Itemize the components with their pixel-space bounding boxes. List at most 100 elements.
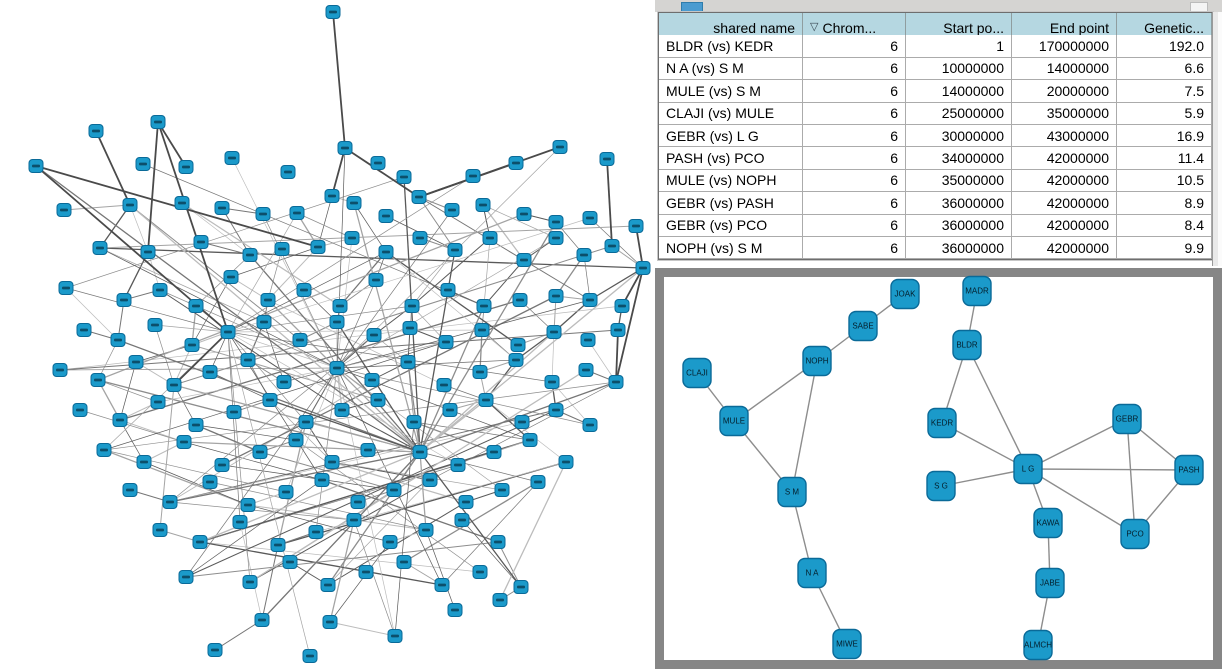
node-label: [486, 236, 494, 240]
column-header-label: Genetic...: [1144, 19, 1204, 36]
network-edge: [269, 399, 421, 453]
node-label: [218, 206, 226, 210]
value-cell[interactable]: 9.9: [1117, 236, 1212, 260]
left-network-canvas[interactable]: [0, 0, 655, 669]
node-label: [178, 201, 186, 205]
node-label: [96, 246, 104, 250]
value-cell[interactable]: 11.4: [1117, 147, 1212, 170]
network-edge: [329, 621, 396, 637]
node-label: [236, 520, 244, 524]
node-label: [312, 530, 320, 534]
value-cell[interactable]: 6: [803, 57, 906, 81]
value-cell[interactable]: 8.9: [1117, 192, 1212, 215]
network-edge: [173, 384, 421, 453]
network-edge: [551, 381, 591, 426]
shared-name-cell[interactable]: GEBR (vs) PASH: [659, 192, 803, 215]
network-edge: [154, 324, 229, 333]
node-label: [224, 330, 232, 334]
value-cell[interactable]: 6: [803, 214, 906, 237]
shared-name-cell[interactable]: GEBR (vs) L G: [659, 124, 803, 148]
value-cell[interactable]: 6: [803, 192, 906, 215]
shared-name-cell[interactable]: NOPH (vs) S M: [659, 236, 803, 260]
node-label: [382, 214, 390, 218]
value-cell[interactable]: 43000000: [1012, 124, 1117, 148]
value-cell[interactable]: 6: [803, 236, 906, 260]
network-edge: [157, 121, 229, 333]
value-cell[interactable]: 1: [906, 35, 1012, 58]
node-label: [170, 383, 178, 387]
node-label: [32, 164, 40, 168]
value-cell[interactable]: 34000000: [906, 147, 1012, 170]
network-edge: [214, 619, 263, 651]
value-cell[interactable]: 16.9: [1117, 124, 1212, 148]
node-label: [244, 503, 252, 507]
shared-name-cell[interactable]: BLDR (vs) KEDR: [659, 35, 803, 58]
value-cell[interactable]: 42000000: [1012, 236, 1117, 260]
value-cell[interactable]: 42000000: [1012, 147, 1117, 170]
value-cell[interactable]: 20000000: [1012, 80, 1117, 103]
filtered-network-panel: [655, 268, 1222, 669]
value-cell[interactable]: 42000000: [1012, 192, 1117, 215]
shared-name-cell[interactable]: MULE (vs) S M: [659, 80, 803, 103]
value-cell[interactable]: 25000000: [906, 102, 1012, 125]
value-cell[interactable]: 14000000: [906, 80, 1012, 103]
filter-icon[interactable]: ▽: [810, 21, 819, 33]
value-cell[interactable]: 5.9: [1117, 102, 1212, 125]
node-label: [166, 500, 174, 504]
node-label: [306, 654, 314, 658]
value-cell[interactable]: 42000000: [1012, 214, 1117, 237]
node-label: [612, 380, 620, 384]
network-edge: [99, 225, 637, 249]
network-edge: [403, 481, 539, 563]
value-cell[interactable]: 6.6: [1117, 57, 1212, 81]
node-label: [256, 450, 264, 454]
node-label: [478, 328, 486, 332]
node-label: [154, 400, 162, 404]
network-edge: [169, 451, 421, 503]
node-label: [348, 236, 356, 240]
shared-name-cell[interactable]: MULE (vs) NOPH: [659, 169, 803, 193]
node-label: [410, 420, 418, 424]
value-cell[interactable]: 35000000: [1012, 102, 1117, 125]
value-cell[interactable]: 10000000: [906, 57, 1012, 81]
table-vertical-scrollbar[interactable]: [1212, 12, 1219, 266]
value-cell[interactable]: 6: [803, 169, 906, 193]
value-cell[interactable]: 36000000: [906, 236, 1012, 260]
network-edge: [295, 367, 338, 441]
node-label: [354, 500, 362, 504]
network-edge: [129, 204, 149, 253]
value-cell[interactable]: 10.5: [1117, 169, 1212, 193]
node-label: [404, 360, 412, 364]
shared-name-cell[interactable]: GEBR (vs) PCO: [659, 214, 803, 237]
value-cell[interactable]: 35000000: [906, 169, 1012, 193]
node-label: [94, 378, 102, 382]
value-cell[interactable]: 170000000: [1012, 35, 1117, 58]
node-label: [584, 338, 592, 342]
network-edge: [418, 196, 456, 251]
value-cell[interactable]: 6: [803, 35, 906, 58]
shared-name-cell[interactable]: PASH (vs) PCO: [659, 147, 803, 170]
value-cell[interactable]: 36000000: [906, 192, 1012, 215]
node-label: [426, 478, 434, 482]
shared-name-cell[interactable]: N A (vs) S M: [659, 57, 803, 81]
value-cell[interactable]: 6: [803, 124, 906, 148]
value-cell[interactable]: 192.0: [1117, 35, 1212, 58]
node-label: [56, 368, 64, 372]
value-cell[interactable]: 30000000: [906, 124, 1012, 148]
value-cell[interactable]: 36000000: [906, 214, 1012, 237]
node-label: [552, 408, 560, 412]
value-cell[interactable]: 7.5: [1117, 80, 1212, 103]
node-label: [151, 323, 159, 327]
network-edge: [249, 369, 587, 583]
value-cell[interactable]: 8.4: [1117, 214, 1212, 237]
node-label: [494, 540, 502, 544]
value-cell[interactable]: 42000000: [1012, 169, 1117, 193]
value-cell[interactable]: 14000000: [1012, 57, 1117, 81]
shared-name-cell[interactable]: CLAJI (vs) MULE: [659, 102, 803, 125]
value-cell[interactable]: 6: [803, 147, 906, 170]
node-label: [100, 448, 108, 452]
network-edge: [336, 367, 443, 586]
value-cell[interactable]: 6: [803, 80, 906, 103]
value-cell[interactable]: 6: [803, 102, 906, 125]
network-edge: [221, 207, 251, 256]
